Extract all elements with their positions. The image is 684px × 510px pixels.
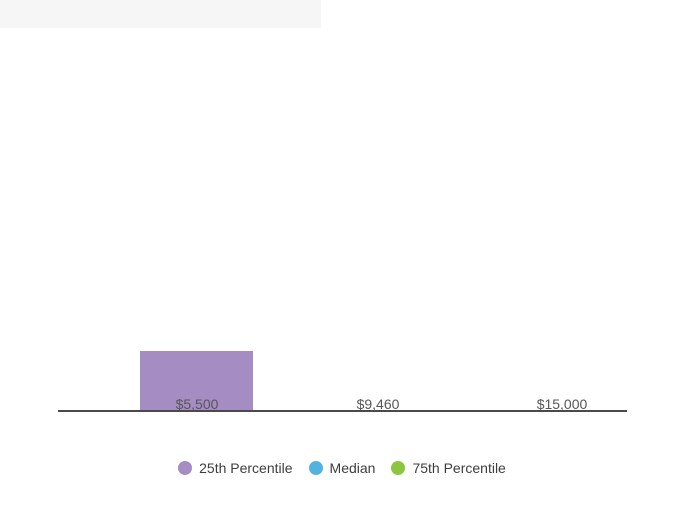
- bar-25th-percentile: [140, 351, 253, 410]
- legend-label-25th-percentile: 25th Percentile: [199, 460, 293, 476]
- legend-label-median: Median: [329, 460, 376, 476]
- x-axis-line: [58, 410, 627, 412]
- legend-item-25th-percentile[interactable]: 25th Percentile: [178, 460, 293, 476]
- legend-dot-median-icon: [308, 461, 323, 475]
- value-label-75th-percentile: $15,000: [536, 396, 588, 412]
- value-label-25th-percentile: $5,500: [175, 396, 219, 412]
- legend-label-75th-percentile: 75th Percentile: [412, 460, 506, 476]
- top-strip: [0, 0, 321, 28]
- value-label-median: $9,460: [356, 396, 400, 412]
- chart-legend: 25th Percentile Median 75th Percentile: [0, 460, 684, 476]
- legend-dot-75th-percentile-icon: [391, 461, 406, 475]
- legend-dot-25th-percentile-icon: [178, 461, 193, 475]
- legend-item-75th-percentile[interactable]: 75th Percentile: [391, 460, 506, 476]
- legend-item-median[interactable]: Median: [308, 460, 376, 476]
